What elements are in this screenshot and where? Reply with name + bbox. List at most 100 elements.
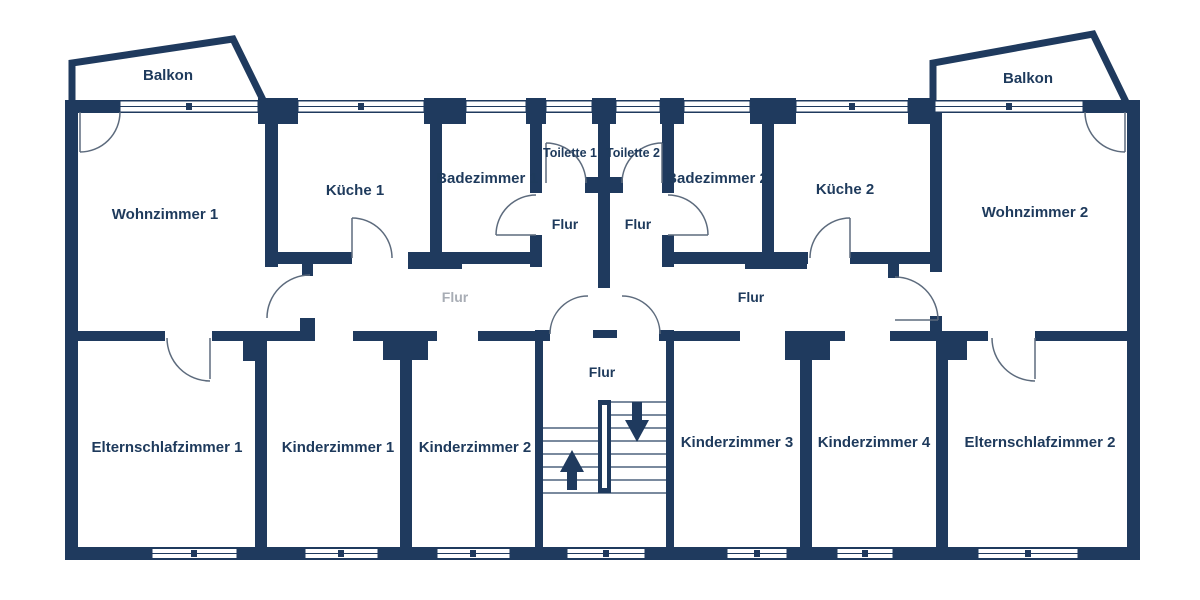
- wall-segment: [255, 341, 267, 547]
- window-entrance: [566, 548, 646, 559]
- room-label-balkon-left: Balkon: [143, 67, 193, 84]
- door-arc: [549, 295, 589, 335]
- wall-segment: [785, 331, 845, 341]
- wall-segment: [400, 341, 412, 547]
- room-label-balkon-right: Balkon: [1003, 70, 1053, 87]
- window: [934, 100, 1084, 113]
- window: [297, 100, 425, 113]
- wall-segment: [430, 112, 442, 252]
- room-label-kinderzimmer-3: Kinderzimmer 3: [681, 434, 794, 451]
- door-arc: [545, 142, 587, 184]
- balcony-left-wall: [68, 35, 269, 106]
- staircase: [543, 400, 666, 494]
- window: [304, 548, 379, 559]
- room-label-kueche-1: Küche 1: [326, 182, 384, 199]
- wall-segment: [662, 112, 674, 193]
- windows-bottom: [151, 548, 1079, 559]
- door-arc: [894, 276, 939, 321]
- room-label-wohnzimmer-1: Wohnzimmer 1: [112, 206, 218, 223]
- window: [151, 548, 238, 559]
- room-label-toilette-2: Toilette 2: [606, 146, 660, 160]
- door-arc: [667, 194, 709, 236]
- wall-segment: [890, 331, 988, 341]
- wall-segment: [353, 331, 437, 341]
- wall-stub: [585, 177, 598, 193]
- corridor-walls: [78, 318, 1127, 361]
- landing-walls: [535, 330, 674, 341]
- wall-stub: [302, 264, 313, 276]
- window: [795, 100, 909, 113]
- wall-segment: [674, 331, 740, 341]
- room-label-elternschlafzimmer-1: Elternschlafzimmer 1: [92, 439, 243, 456]
- wall-stub: [659, 330, 674, 341]
- wall-segment: [598, 112, 610, 288]
- balcony-left: [68, 35, 269, 106]
- window: [836, 548, 894, 559]
- room-label-badezimmer-1: Badezimmer 1: [436, 170, 538, 187]
- wall-segment: [666, 338, 674, 547]
- door-arc: [266, 274, 311, 319]
- room-label-flur-stairwell: Flur: [589, 364, 616, 380]
- window: [977, 548, 1079, 559]
- stairs-up-arrow-icon: [560, 450, 584, 490]
- window: [545, 100, 593, 113]
- room-label-flur-corridor-2: Flur: [738, 289, 765, 305]
- window: [436, 548, 511, 559]
- wall-segment: [65, 100, 78, 560]
- interior-walls-upper: [265, 112, 942, 341]
- room-label-toilette-1: Toilette 1: [543, 146, 597, 160]
- window: [119, 100, 259, 113]
- window: [615, 100, 661, 113]
- wall-segment: [762, 112, 774, 252]
- wall-segment: [800, 341, 812, 547]
- interior-walls-lower: [255, 338, 948, 547]
- wall-pier: [300, 318, 315, 341]
- door-arc: [621, 142, 663, 184]
- door-arc: [351, 217, 393, 259]
- wall-stub: [610, 177, 623, 193]
- room-label-kueche-2: Küche 2: [816, 181, 874, 198]
- balcony-right: [929, 30, 1131, 106]
- wall-segment: [930, 112, 942, 272]
- window: [683, 100, 751, 113]
- room-label-wohnzimmer-2: Wohnzimmer 2: [982, 204, 1088, 221]
- door-arc: [621, 295, 661, 335]
- wall-segment: [936, 341, 948, 547]
- door-arc: [809, 217, 851, 259]
- wall-pier: [408, 252, 462, 269]
- door-arc: [495, 194, 537, 236]
- doors: [79, 111, 1126, 382]
- wall-segment: [1035, 331, 1127, 341]
- room-label-flur-hall-2: Flur: [625, 216, 652, 232]
- room-label-badezimmer-2: Badezimmer 2: [666, 170, 768, 187]
- room-labels: Balkon Balkon Wohnzimmer 1 Küche 1 Badez…: [92, 67, 1116, 456]
- wall-pier: [948, 338, 967, 360]
- wall-segment: [530, 112, 542, 193]
- door-arc: [79, 111, 121, 153]
- wall-pier: [745, 252, 807, 269]
- balcony-right-wall: [929, 30, 1131, 106]
- wall-segment: [535, 338, 543, 547]
- wall-segment: [1127, 100, 1140, 560]
- stairs-down-arrow-icon: [625, 402, 649, 442]
- wall-segment: [265, 112, 278, 267]
- room-label-kinderzimmer-2: Kinderzimmer 2: [419, 439, 532, 456]
- room-label-flur-hall-1: Flur: [552, 216, 579, 232]
- wall-piers-top: [258, 98, 935, 124]
- stair-divider-slot: [602, 405, 607, 488]
- door-arc: [166, 337, 211, 382]
- room-label-kinderzimmer-1: Kinderzimmer 1: [282, 439, 395, 456]
- wall-segment: [78, 331, 165, 341]
- door-arc: [1084, 111, 1126, 153]
- window: [726, 548, 788, 559]
- wall-stub: [535, 330, 550, 341]
- room-label-flur-corridor-1: Flur: [442, 289, 469, 305]
- wall-segment: [265, 252, 352, 264]
- window: [465, 100, 527, 113]
- wall-stub: [888, 264, 899, 278]
- door-arc: [991, 337, 1036, 382]
- wall-stub: [593, 330, 617, 338]
- wall-segment: [850, 252, 942, 264]
